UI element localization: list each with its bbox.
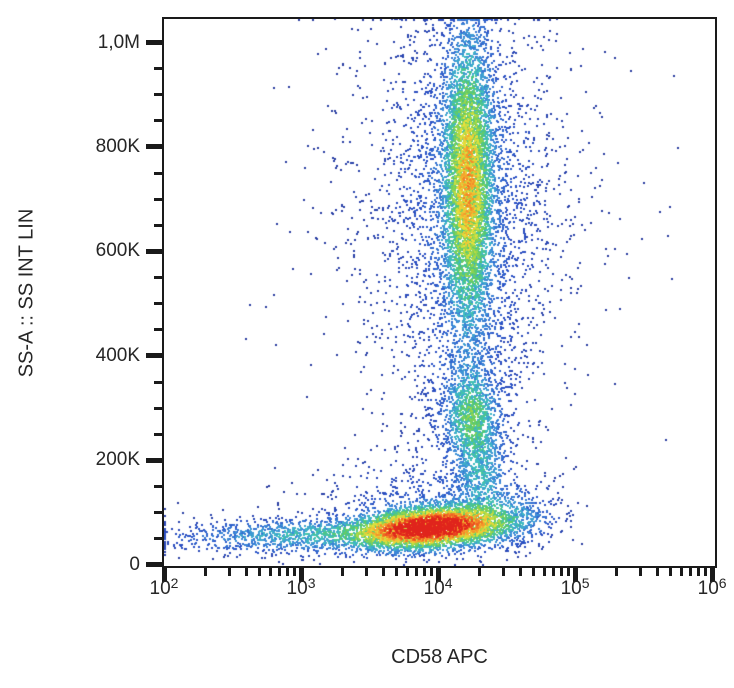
x-axis-minor-tick — [430, 568, 434, 576]
x-axis-minor-tick — [269, 568, 273, 576]
x-axis-minor-tick — [656, 568, 660, 576]
x-axis-minor-tick — [415, 568, 419, 576]
y-axis-minor-tick — [154, 432, 162, 436]
y-axis-tick-label: 200K — [95, 449, 140, 471]
y-axis-major-tick — [146, 353, 162, 359]
x-axis-minor-tick — [227, 568, 231, 576]
x-axis-minor-tick — [552, 568, 556, 576]
x-axis-major-tick — [435, 568, 441, 582]
x-axis-major-tick — [709, 568, 715, 582]
y-axis-tick-label: 1,0M — [97, 31, 140, 53]
x-axis-minor-tick — [258, 568, 262, 576]
x-axis-major-tick — [161, 568, 167, 582]
y-axis-minor-tick — [154, 276, 162, 280]
y-axis-major-tick — [146, 144, 162, 150]
x-axis-minor-tick — [286, 568, 290, 576]
x-axis-minor-tick — [364, 568, 368, 576]
x-axis-tick-label: 103 — [286, 575, 316, 599]
y-axis-major-tick — [146, 457, 162, 463]
y-axis-minor-tick — [154, 93, 162, 97]
x-axis-minor-tick — [293, 568, 297, 576]
x-axis-minor-tick — [382, 568, 386, 576]
y-axis-major-tick — [146, 248, 162, 254]
y-axis-title-text: SS-A :: SS INT LIN — [15, 208, 38, 378]
x-axis-minor-tick — [543, 568, 547, 576]
plot-area — [162, 17, 717, 568]
x-axis-minor-tick — [395, 568, 399, 576]
x-axis-minor-tick — [278, 568, 282, 576]
x-axis-major-tick — [298, 568, 304, 582]
x-axis-minor-tick — [704, 568, 708, 576]
y-axis-tick-label: 0 — [129, 553, 140, 575]
x-axis-minor-tick — [477, 568, 481, 576]
y-axis-tick-label: 800K — [95, 135, 140, 157]
x-axis-minor-tick — [203, 568, 207, 576]
x-axis-minor-tick — [501, 568, 505, 576]
y-axis-major-tick — [146, 40, 162, 45]
y-axis-minor-tick — [154, 380, 162, 384]
y-axis-tick-label: 600K — [95, 240, 140, 262]
density-scatter-canvas — [164, 19, 715, 566]
x-axis-tick-label: 102 — [149, 575, 179, 599]
x-axis-minor-tick — [244, 568, 248, 576]
x-axis-tick-label: 104 — [423, 575, 453, 599]
y-axis-minor-tick — [154, 406, 162, 410]
x-axis-minor-tick — [406, 568, 410, 576]
x-axis-minor-tick — [638, 568, 642, 576]
x-axis-minor-tick — [519, 568, 523, 576]
y-axis-minor-tick — [154, 171, 162, 175]
y-axis-minor-tick — [154, 328, 162, 332]
y-axis-minor-tick — [154, 119, 162, 123]
x-axis-major-tick — [572, 568, 578, 582]
y-axis-minor-tick — [154, 223, 162, 227]
x-axis-minor-tick — [689, 568, 693, 576]
y-axis-minor-tick — [154, 302, 162, 306]
x-axis-minor-tick — [532, 568, 536, 576]
y-axis-minor-tick — [154, 537, 162, 541]
x-axis-title: CD58 APC — [391, 646, 488, 668]
y-axis-tick-label: 400K — [95, 344, 140, 366]
x-axis-minor-tick — [697, 568, 701, 576]
x-axis-minor-tick — [680, 568, 684, 576]
y-axis-major-tick — [146, 562, 162, 568]
y-axis-minor-tick — [154, 67, 162, 71]
x-axis-minor-tick — [340, 568, 344, 576]
x-axis-minor-tick — [567, 568, 571, 576]
x-axis-tick-label: 106 — [697, 575, 727, 599]
y-axis-minor-tick — [154, 485, 162, 489]
x-axis-minor-tick — [669, 568, 673, 576]
x-axis-minor-tick — [423, 568, 427, 576]
x-axis-minor-tick — [614, 568, 618, 576]
y-axis-minor-tick — [154, 511, 162, 515]
y-axis-minor-tick — [154, 197, 162, 201]
x-axis-tick-label: 105 — [560, 575, 590, 599]
x-axis-minor-tick — [560, 568, 564, 576]
